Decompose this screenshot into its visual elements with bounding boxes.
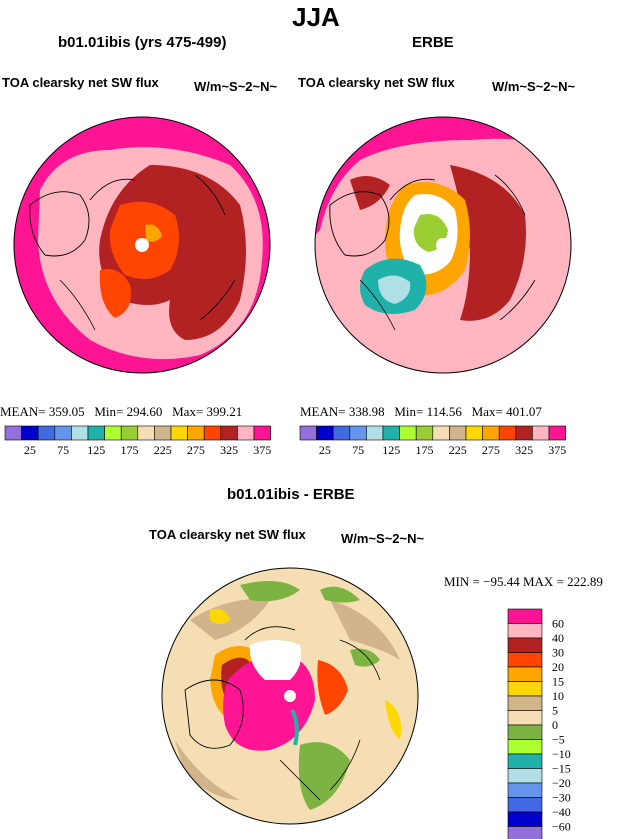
diff-case-title: b01.01ibis - ERBE <box>227 486 355 503</box>
colorbar-swatch <box>482 425 500 441</box>
colorbar-swatch <box>415 425 434 441</box>
colorbar-tick-label: −30 <box>552 791 571 805</box>
colorbar-swatch <box>37 425 56 441</box>
colorbar-swatch <box>237 425 255 441</box>
colorbar-swatch <box>71 425 89 441</box>
figure-title: JJA <box>292 2 340 32</box>
colorbar-swatch <box>21 425 39 441</box>
colorbar-swatch <box>349 425 367 441</box>
colorbar-swatch <box>154 425 172 441</box>
colorbar-swatch <box>507 652 543 668</box>
colorbar-swatch <box>137 425 155 441</box>
colorbar-swatch <box>253 425 271 441</box>
colorbar-swatch <box>220 425 238 441</box>
colorbar-swatch <box>507 608 543 624</box>
colorbar-tick-label: 25 <box>319 443 331 457</box>
diff-variable: TOA clearsky net SW flux <box>149 527 306 542</box>
colorbar-swatch <box>332 425 351 441</box>
colorbar-swatch <box>532 425 550 441</box>
colorbar-swatch <box>507 681 543 697</box>
colorbar-tick-label: 175 <box>121 443 139 457</box>
colorbar-tick-label: 225 <box>154 443 172 457</box>
colorbar-tick-label: 5 <box>552 704 558 718</box>
colorbar-tick-label: 375 <box>548 443 566 457</box>
colorbar-swatch <box>507 623 543 639</box>
colorbar-tick-label: 25 <box>24 443 36 457</box>
colorbar-swatch <box>120 425 139 441</box>
colorbar-swatch <box>548 425 566 441</box>
colorbar-swatch <box>498 425 517 441</box>
right-colorbar: 25 75 125 175 225 275 325 375 <box>299 425 566 457</box>
colorbar-tick-label: 125 <box>87 443 105 457</box>
right-stats: MEAN= 338.98 Min= 114.56 Max= 401.07 <box>300 404 542 419</box>
colorbar-swatch <box>507 753 543 769</box>
colorbar-swatch <box>104 425 122 441</box>
diff-stats: MIN = −95.44 MAX = 222.89 <box>444 574 603 589</box>
colorbar-tick-label: −10 <box>552 747 571 761</box>
right-units: W/m~S~2~N~ <box>492 79 576 94</box>
left-stats: MEAN= 359.05 Min= 294.60 Max= 399.21 <box>0 404 243 419</box>
colorbar-tick-label: 375 <box>253 443 271 457</box>
right-case-title: ERBE <box>412 34 454 51</box>
colorbar-tick-label: 225 <box>449 443 467 457</box>
diff-units: W/m~S~2~N~ <box>341 531 425 546</box>
colorbar-tick-label: 15 <box>552 675 564 689</box>
colorbar-tick-label: 60 <box>552 617 564 631</box>
colorbar-swatch <box>507 826 543 839</box>
colorbar-swatch <box>316 425 334 441</box>
colorbar-swatch <box>507 797 543 813</box>
colorbar-tick-label: 125 <box>382 443 400 457</box>
colorbar-tick-label: −40 <box>552 805 571 819</box>
right-variable: TOA clearsky net SW flux <box>298 75 455 90</box>
colorbar-swatch <box>507 637 543 653</box>
colorbar-swatch <box>507 724 543 740</box>
colorbar-tick-label: 175 <box>416 443 434 457</box>
diff-polar-map <box>162 568 418 824</box>
left-case-title: b01.01ibis (yrs 475-499) <box>58 34 227 51</box>
colorbar-swatch <box>170 425 188 441</box>
right-polar-map <box>315 117 571 373</box>
colorbar-swatch <box>507 695 543 711</box>
colorbar-swatch <box>299 425 317 441</box>
colorbar-tick-label: 10 <box>552 689 564 703</box>
colorbar-tick-label: −60 <box>552 820 571 834</box>
colorbar-tick-label: 325 <box>220 443 238 457</box>
colorbar-swatch <box>507 710 543 726</box>
colorbar-swatch <box>382 425 400 441</box>
colorbar-swatch <box>515 425 533 441</box>
colorbar-swatch <box>399 425 417 441</box>
colorbar-tick-label: 75 <box>352 443 364 457</box>
colorbar-swatch <box>507 768 543 784</box>
colorbar-swatch <box>507 782 543 798</box>
left-colorbar: 25 75 125 175 225 275 325 375 <box>4 425 271 457</box>
colorbar-tick-label: 20 <box>552 660 564 674</box>
colorbar-tick-label: −5 <box>552 733 565 747</box>
colorbar-swatch <box>465 425 483 441</box>
colorbar-swatch <box>366 425 384 441</box>
colorbar-swatch <box>507 739 543 755</box>
colorbar-swatch <box>507 666 543 682</box>
colorbar-tick-label: 30 <box>552 646 564 660</box>
colorbar-swatch <box>187 425 205 441</box>
colorbar-swatch <box>4 425 22 441</box>
colorbar-swatch <box>449 425 467 441</box>
colorbar-swatch <box>432 425 450 441</box>
colorbar-tick-label: 275 <box>187 443 205 457</box>
colorbar-swatch <box>203 425 222 441</box>
colorbar-swatch <box>87 425 105 441</box>
left-polar-map <box>14 117 270 373</box>
colorbar-swatch <box>54 425 72 441</box>
colorbar-tick-label: 75 <box>57 443 69 457</box>
colorbar-tick-label: −15 <box>552 762 571 776</box>
left-variable: TOA clearsky net SW flux <box>2 75 159 90</box>
colorbar-tick-label: 275 <box>482 443 500 457</box>
left-units: W/m~S~2~N~ <box>194 79 278 94</box>
colorbar-swatch <box>507 811 543 827</box>
colorbar-tick-label: 325 <box>515 443 533 457</box>
colorbar-tick-label: 40 <box>552 631 564 645</box>
colorbar-tick-label: −20 <box>552 776 571 790</box>
colorbar-tick-label: 0 <box>552 718 558 732</box>
